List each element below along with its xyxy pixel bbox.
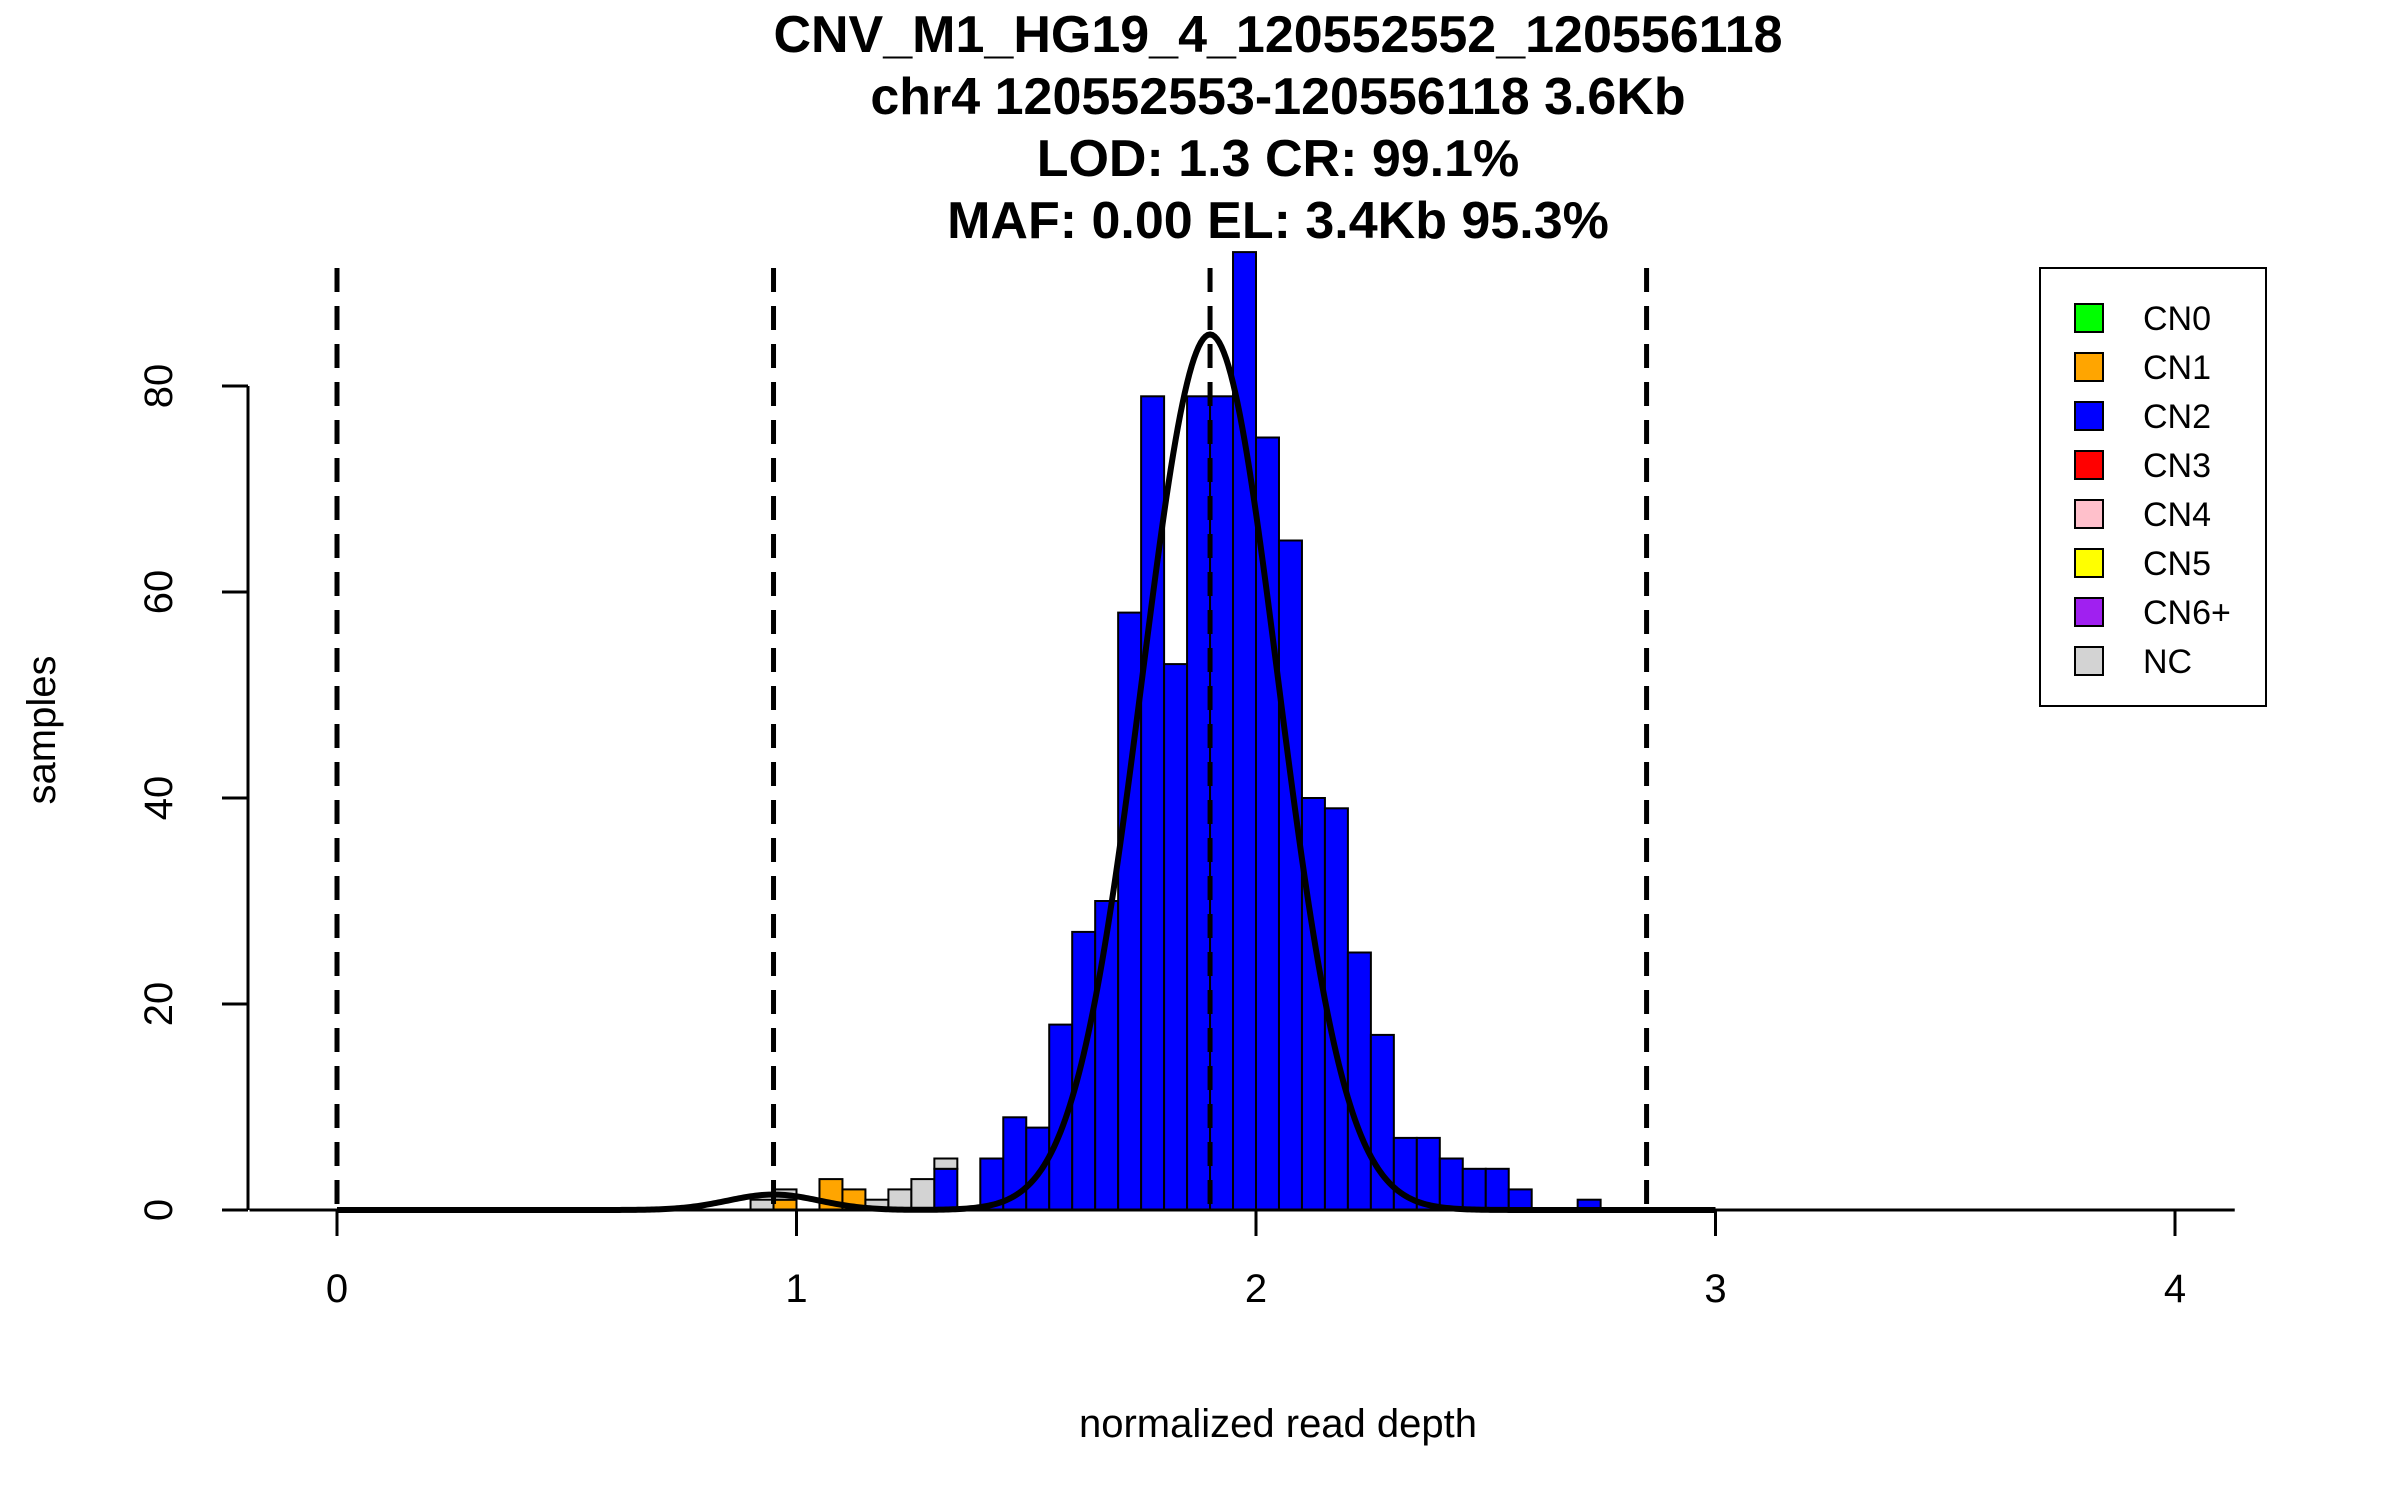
histogram-bar-cn2 (1025, 1126, 1051, 1211)
histogram-bar-nc (749, 1198, 775, 1211)
histogram-bar-cn2 (1461, 1167, 1487, 1212)
histogram-bar-cn2 (933, 1167, 959, 1212)
histogram-bar-cn2 (1507, 1188, 1533, 1212)
x-tick-label: 1 (785, 1267, 807, 1311)
histogram-bar-cn2 (1438, 1157, 1464, 1211)
y-tick-label: 40 (137, 776, 181, 821)
title-line-3: LOD: 1.3 CR: 99.1% (1037, 130, 1520, 188)
x-axis: 0 1 2 3 4 (249, 1208, 2235, 1311)
legend-label: CN0 (2143, 300, 2211, 338)
legend-label: CN1 (2143, 349, 2211, 387)
legend-swatch (2074, 548, 2104, 578)
histogram-bar-cn2 (1484, 1167, 1510, 1212)
y-axis: 0 20 40 60 80 (137, 364, 250, 1221)
legend-label: NC (2143, 643, 2192, 681)
legend-entries: CN0 CN1 CN2 CN3 CN4 CN5 CN6+ NC (2074, 300, 2231, 681)
legend-box (2039, 267, 2267, 707)
legend-swatch (2074, 401, 2104, 431)
histogram-bar-nc (910, 1178, 936, 1211)
legend-label: CN2 (2143, 398, 2211, 436)
title-line-2: chr4 120552553-120556118 3.6Kb (870, 68, 1685, 126)
legend-label: CN3 (2143, 447, 2211, 485)
legend: CN0 CN1 CN2 CN3 CN4 CN5 CN6+ NC (2039, 267, 2267, 707)
chart-title: CNV_M1_HG19_4_120552552_120556118 chr4 1… (773, 6, 1782, 250)
legend-swatch (2074, 597, 2104, 627)
legend-label: CN5 (2143, 545, 2211, 583)
mixture-fit-curve (337, 331, 1716, 1213)
y-tick-label: 60 (137, 570, 181, 615)
histogram-bar-cn2 (1186, 395, 1212, 1211)
histogram-bar-cn2 (1415, 1136, 1441, 1212)
x-tick-label: 2 (1245, 1267, 1267, 1311)
legend-swatch (2074, 646, 2104, 676)
title-line-1: CNV_M1_HG19_4_120552552_120556118 (773, 6, 1782, 64)
histogram-bar-cn2 (1209, 395, 1235, 1211)
histogram-bar-cn1 (772, 1198, 798, 1211)
histogram-bar-cn2 (1300, 797, 1326, 1211)
x-tick-label: 0 (326, 1267, 348, 1311)
legend-label: CN6+ (2143, 594, 2231, 632)
copy-number-threshold-lines (334, 268, 1650, 1210)
legend-swatch (2074, 303, 2104, 333)
y-tick-label: 80 (137, 364, 181, 409)
legend-swatch (2074, 352, 2104, 382)
histogram-bars (749, 251, 1602, 1212)
histogram-bar-cn2 (1163, 663, 1189, 1211)
x-axis-label: normalized read depth (1079, 1402, 1477, 1446)
histogram-bar-cn2 (1071, 930, 1097, 1212)
y-tick-label: 20 (137, 982, 181, 1027)
histogram-bar-nc (933, 1157, 959, 1170)
legend-label: CN4 (2143, 496, 2211, 534)
x-tick-label: 3 (1704, 1267, 1726, 1311)
histogram-bar-cn2 (1277, 539, 1303, 1211)
y-tick-label: 0 (137, 1199, 181, 1221)
title-line-4: MAF: 0.00 EL: 3.4Kb 95.3% (947, 192, 1609, 250)
fit-curve-path (337, 331, 1716, 1213)
y-axis-label: samples (20, 656, 64, 805)
histogram-bar-cn2 (1346, 951, 1372, 1211)
x-tick-label: 4 (2164, 1267, 2186, 1311)
legend-swatch (2074, 450, 2104, 480)
legend-swatch (2074, 499, 2104, 529)
